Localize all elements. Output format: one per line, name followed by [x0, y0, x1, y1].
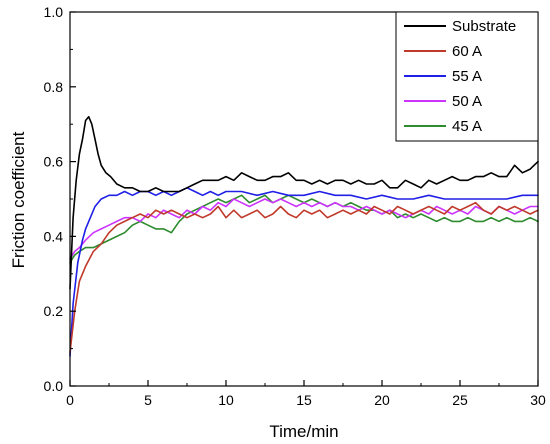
x-axis-title: Time/min	[269, 422, 338, 441]
legend-label: 45 A	[452, 118, 482, 135]
x-tick-label: 5	[144, 392, 152, 408]
x-tick-label: 15	[296, 392, 312, 408]
x-tick-label: 25	[452, 392, 468, 408]
series-line-45-a	[69, 194, 539, 264]
y-tick-label: 0.2	[44, 303, 64, 319]
series-line-50-a	[69, 198, 539, 260]
y-tick-label: 0.0	[44, 378, 64, 394]
y-tick-label: 1.0	[44, 4, 64, 20]
y-axis-title-group: Friction coefficient	[9, 131, 28, 268]
y-tick-label: 0.8	[44, 79, 64, 95]
x-tick-label: 20	[374, 392, 390, 408]
series-line-55-a	[69, 187, 539, 357]
legend: Substrate 60 A 55 A 50 A 45 A	[395, 11, 539, 142]
plot-frame	[69, 11, 539, 387]
tick-layer: 0 5 10 15 20 25 30 0.0 0.2 0.4 0.6 0.8 1.0	[44, 4, 546, 408]
legend-label: 55 A	[452, 68, 482, 85]
y-axis-title: Friction coefficient	[9, 131, 28, 268]
legend-label: 60 A	[452, 43, 482, 60]
legend-label: Substrate	[452, 18, 516, 35]
x-tick-label: 30	[530, 392, 546, 408]
x-tick-label: 0	[66, 392, 74, 408]
y-tick-label: 0.6	[44, 154, 64, 170]
legend-label: 50 A	[452, 93, 482, 110]
series-line-substrate	[69, 115, 539, 290]
series-line-60-a	[69, 201, 539, 354]
series-layer	[69, 115, 539, 357]
y-tick-label: 0.4	[44, 228, 64, 244]
x-tick-label: 10	[218, 392, 234, 408]
